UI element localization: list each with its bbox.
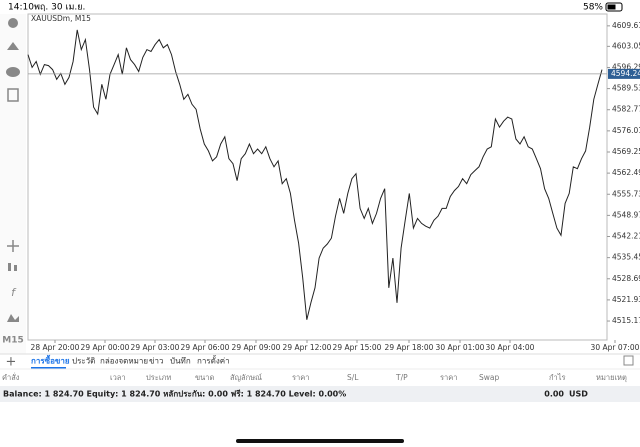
y-tick-label: 4535.450 [612,253,640,262]
status-time: 14:10 [8,3,34,13]
add-icon[interactable] [7,88,19,102]
x-tick-label: 30 Apr 07:00 [591,343,640,352]
y-tick-label: 4555.730 [612,189,640,198]
x-tick-label: 28 Apr 20:00 [31,343,80,352]
account-icon[interactable] [8,18,18,28]
indicator-icon-2[interactable] [14,265,17,271]
balance-row [0,386,640,402]
y-tick-label: 4562.490 [612,168,640,177]
battery-fill [607,4,616,10]
y-tick-label: 4569.250 [612,147,640,156]
column-header: เวลา [110,373,126,382]
layout-icon[interactable] [623,355,634,366]
timeframe[interactable]: M15 [2,336,23,346]
tab[interactable]: ประวัติ [72,357,95,366]
plot-frame [27,13,608,341]
chart-title: XAUUSDm, M15 [31,14,91,23]
battery-level: 58% [583,3,603,13]
function-icon[interactable]: f [11,286,17,299]
x-tick-label: 30 Apr 04:00 [486,343,535,352]
indicator-icon[interactable] [8,263,11,271]
price-line [27,29,603,320]
objects-icon[interactable] [7,314,19,322]
x-tick-label: 29 Apr 15:00 [333,343,382,352]
tab[interactable]: การซื้อขาย [31,355,70,366]
y-tick-label: 4515.170 [612,316,640,325]
column-header: S/L [347,373,359,382]
column-header: ราคา [292,373,309,382]
tab[interactable]: บันทึก [170,357,191,366]
home-indicator [236,439,404,443]
chat-icon[interactable] [6,67,20,77]
current-price-box [608,68,640,79]
currency: USD [569,390,588,399]
add-button[interactable]: + [6,355,17,370]
column-header: ราคา [440,373,457,382]
y-tick-label: 4589.530 [612,84,640,93]
current-price-label: 4594.240 [611,69,640,78]
tab[interactable]: กล่องจดหมาย [100,357,148,366]
toolbar [0,14,26,354]
y-tick-label: 4528.690 [612,274,640,283]
trade-icon[interactable] [7,42,19,50]
y-tick-label: 4582.770 [612,105,640,114]
column-header: หมายเหตุ [596,373,627,382]
total-profit: 0.00 [544,390,564,399]
y-tick-label: 4596.290 [612,62,640,71]
x-tick-label: 29 Apr 00:00 [81,343,130,352]
column-header: กำไร [549,373,566,382]
tab[interactable]: ข่าว [149,357,163,366]
battery-icon [605,2,623,12]
status-date: พฤ. 30 เม.ย. [34,3,85,13]
y-tick-label: 4603.050 [612,41,640,50]
tab[interactable]: การตั้งค่า [197,355,230,366]
y-tick-label: 4576.010 [612,126,640,135]
column-header: สัญลักษณ์ [230,373,262,382]
x-tick-label: 29 Apr 03:00 [131,343,180,352]
x-tick-label: 29 Apr 12:00 [283,343,332,352]
y-tick-label: 4521.930 [612,295,640,304]
crosshair-icon[interactable] [7,240,19,252]
column-header: Swap [479,373,499,382]
y-tick-label: 4609.610 [612,21,640,30]
column-header: ขนาด [195,373,214,382]
x-tick-label: 29 Apr 09:00 [232,343,281,352]
column-header: ประเภท [146,373,171,382]
x-tick-label: 29 Apr 18:00 [385,343,434,352]
column-header: คำสั่ง [2,372,20,382]
column-header: T/P [395,373,408,382]
y-tick-label: 4542.210 [612,232,640,241]
x-tick-label: 30 Apr 01:00 [436,343,485,352]
x-tick-label: 29 Apr 06:00 [181,343,230,352]
balance-text: Balance: 1 824.70 Equity: 1 824.70 หลักป… [3,389,346,399]
y-tick-label: 4548.970 [612,210,640,219]
